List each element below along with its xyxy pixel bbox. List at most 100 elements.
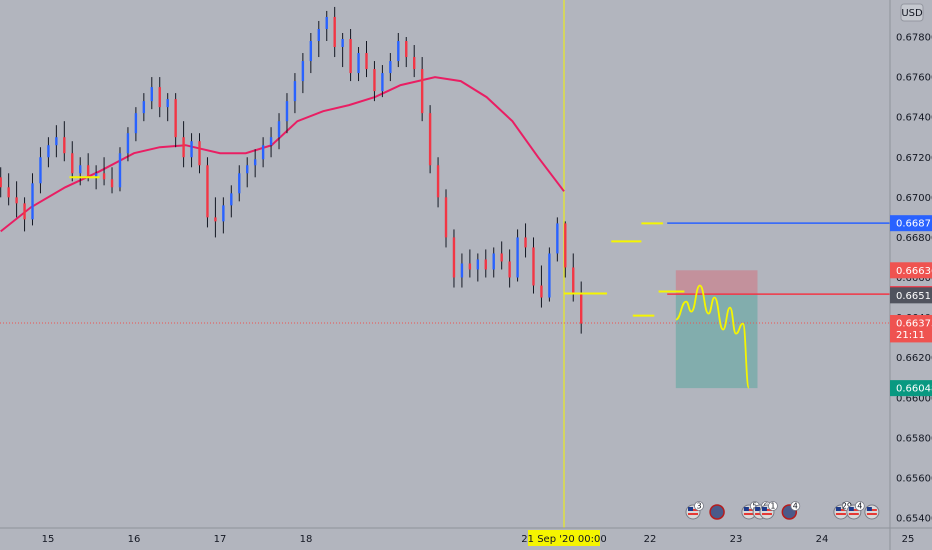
candle-body — [325, 16, 328, 29]
candle-body — [150, 87, 153, 102]
candle-body — [86, 165, 90, 178]
candle-body — [381, 73, 384, 92]
price-tag-label: 21:11 — [896, 330, 925, 341]
candle-body — [198, 141, 201, 166]
stop-loss-zone[interactable] — [675, 270, 758, 295]
price-tag[interactable] — [890, 380, 932, 397]
reference-lines — [0, 0, 890, 528]
candle-body — [39, 157, 42, 184]
event-count-badge — [854, 501, 865, 511]
moving-average-line — [0, 76, 565, 233]
event-count: 29 — [842, 502, 852, 511]
candle-body — [413, 57, 416, 70]
candle-body — [94, 173, 98, 178]
economic-event-marker[interactable]: 4 — [781, 501, 801, 520]
candle-body — [206, 165, 209, 218]
price-projection-path[interactable] — [675, 284, 750, 389]
candle-body — [540, 285, 543, 298]
time-tick-label: 16 — [128, 534, 141, 545]
candle-body — [126, 133, 130, 154]
candle-body — [71, 153, 74, 174]
currency-text: USD — [901, 8, 923, 19]
candle-body — [102, 173, 106, 180]
flag-canton — [761, 507, 767, 511]
flag-canton — [755, 507, 761, 511]
economic-event-marker[interactable] — [709, 504, 725, 520]
candle-body — [580, 293, 583, 324]
economic-event-marker[interactable]: 1 — [759, 501, 778, 520]
candle-body — [428, 113, 432, 166]
event-count-badge — [694, 501, 704, 511]
candle-body — [500, 253, 503, 262]
flag-canton — [688, 507, 693, 511]
time-axis[interactable]: 15161718222324252821 Sep '20 00:0027 Sep… — [42, 530, 932, 546]
price-tag[interactable] — [890, 326, 932, 343]
flag-canton — [835, 507, 841, 511]
candle-body — [373, 69, 376, 92]
price-tag-label: 0.66373 — [896, 318, 932, 329]
moving-average — [0, 76, 565, 233]
time-tick-label: 22 — [644, 534, 657, 545]
time-highlight-tag[interactable] — [528, 530, 600, 546]
drawings[interactable] — [69, 176, 750, 389]
candle-body — [166, 99, 169, 108]
candle-body — [238, 173, 241, 194]
candle-body — [532, 247, 535, 286]
candle-body — [214, 217, 217, 222]
candle-body — [246, 165, 249, 174]
candle-body — [548, 253, 551, 298]
economic-event-marker[interactable]: 29 — [833, 501, 852, 520]
price-tag[interactable] — [890, 215, 932, 232]
event-count: 5 — [752, 502, 757, 511]
candle-body — [333, 16, 336, 48]
flag-stripe — [761, 513, 772, 515]
time-tick-label: 25 — [902, 534, 915, 545]
flag-stripe — [688, 513, 698, 515]
currency-label[interactable]: USD — [900, 3, 924, 22]
economic-event-marker[interactable]: 5 — [741, 501, 760, 520]
candle-body — [118, 153, 122, 188]
candle-body — [564, 223, 567, 268]
price-tag[interactable] — [890, 262, 932, 279]
candle-body — [476, 259, 480, 270]
event-count: 1 — [770, 502, 775, 511]
plot-background — [0, 0, 890, 528]
economic-event-marker[interactable]: 4 — [846, 501, 865, 520]
candle-body — [47, 145, 50, 158]
price-tag-label: 0.66871 — [896, 219, 932, 230]
time-tick-label: 18 — [300, 534, 313, 545]
candle-body — [158, 87, 161, 108]
flag-canton — [848, 507, 854, 511]
price-tag[interactable] — [890, 287, 932, 304]
candles — [0, 6, 583, 334]
event-count-badge — [790, 501, 801, 511]
time-tick-label: 17 — [214, 534, 227, 545]
candle-body — [293, 81, 297, 102]
economic-event-marker[interactable] — [864, 504, 880, 520]
event-globe-icon — [709, 504, 725, 520]
flag-stripe — [835, 513, 846, 515]
candle-body — [190, 141, 193, 158]
economic-event-marker[interactable]: 3 — [685, 501, 704, 520]
candle-body — [23, 203, 26, 220]
position-tool[interactable] — [675, 270, 758, 389]
candle-body — [79, 165, 82, 174]
candle-body — [301, 61, 305, 82]
candle-body — [31, 183, 34, 220]
candle-body — [460, 263, 464, 278]
flag-stripe — [866, 513, 877, 515]
candle-body — [492, 253, 495, 270]
time-tick-label: 23 — [730, 534, 743, 545]
candle-body — [484, 259, 487, 270]
candle-body — [365, 53, 368, 70]
candle-body — [349, 39, 352, 74]
candle-body — [468, 263, 472, 270]
event-count: 4 — [857, 502, 862, 511]
